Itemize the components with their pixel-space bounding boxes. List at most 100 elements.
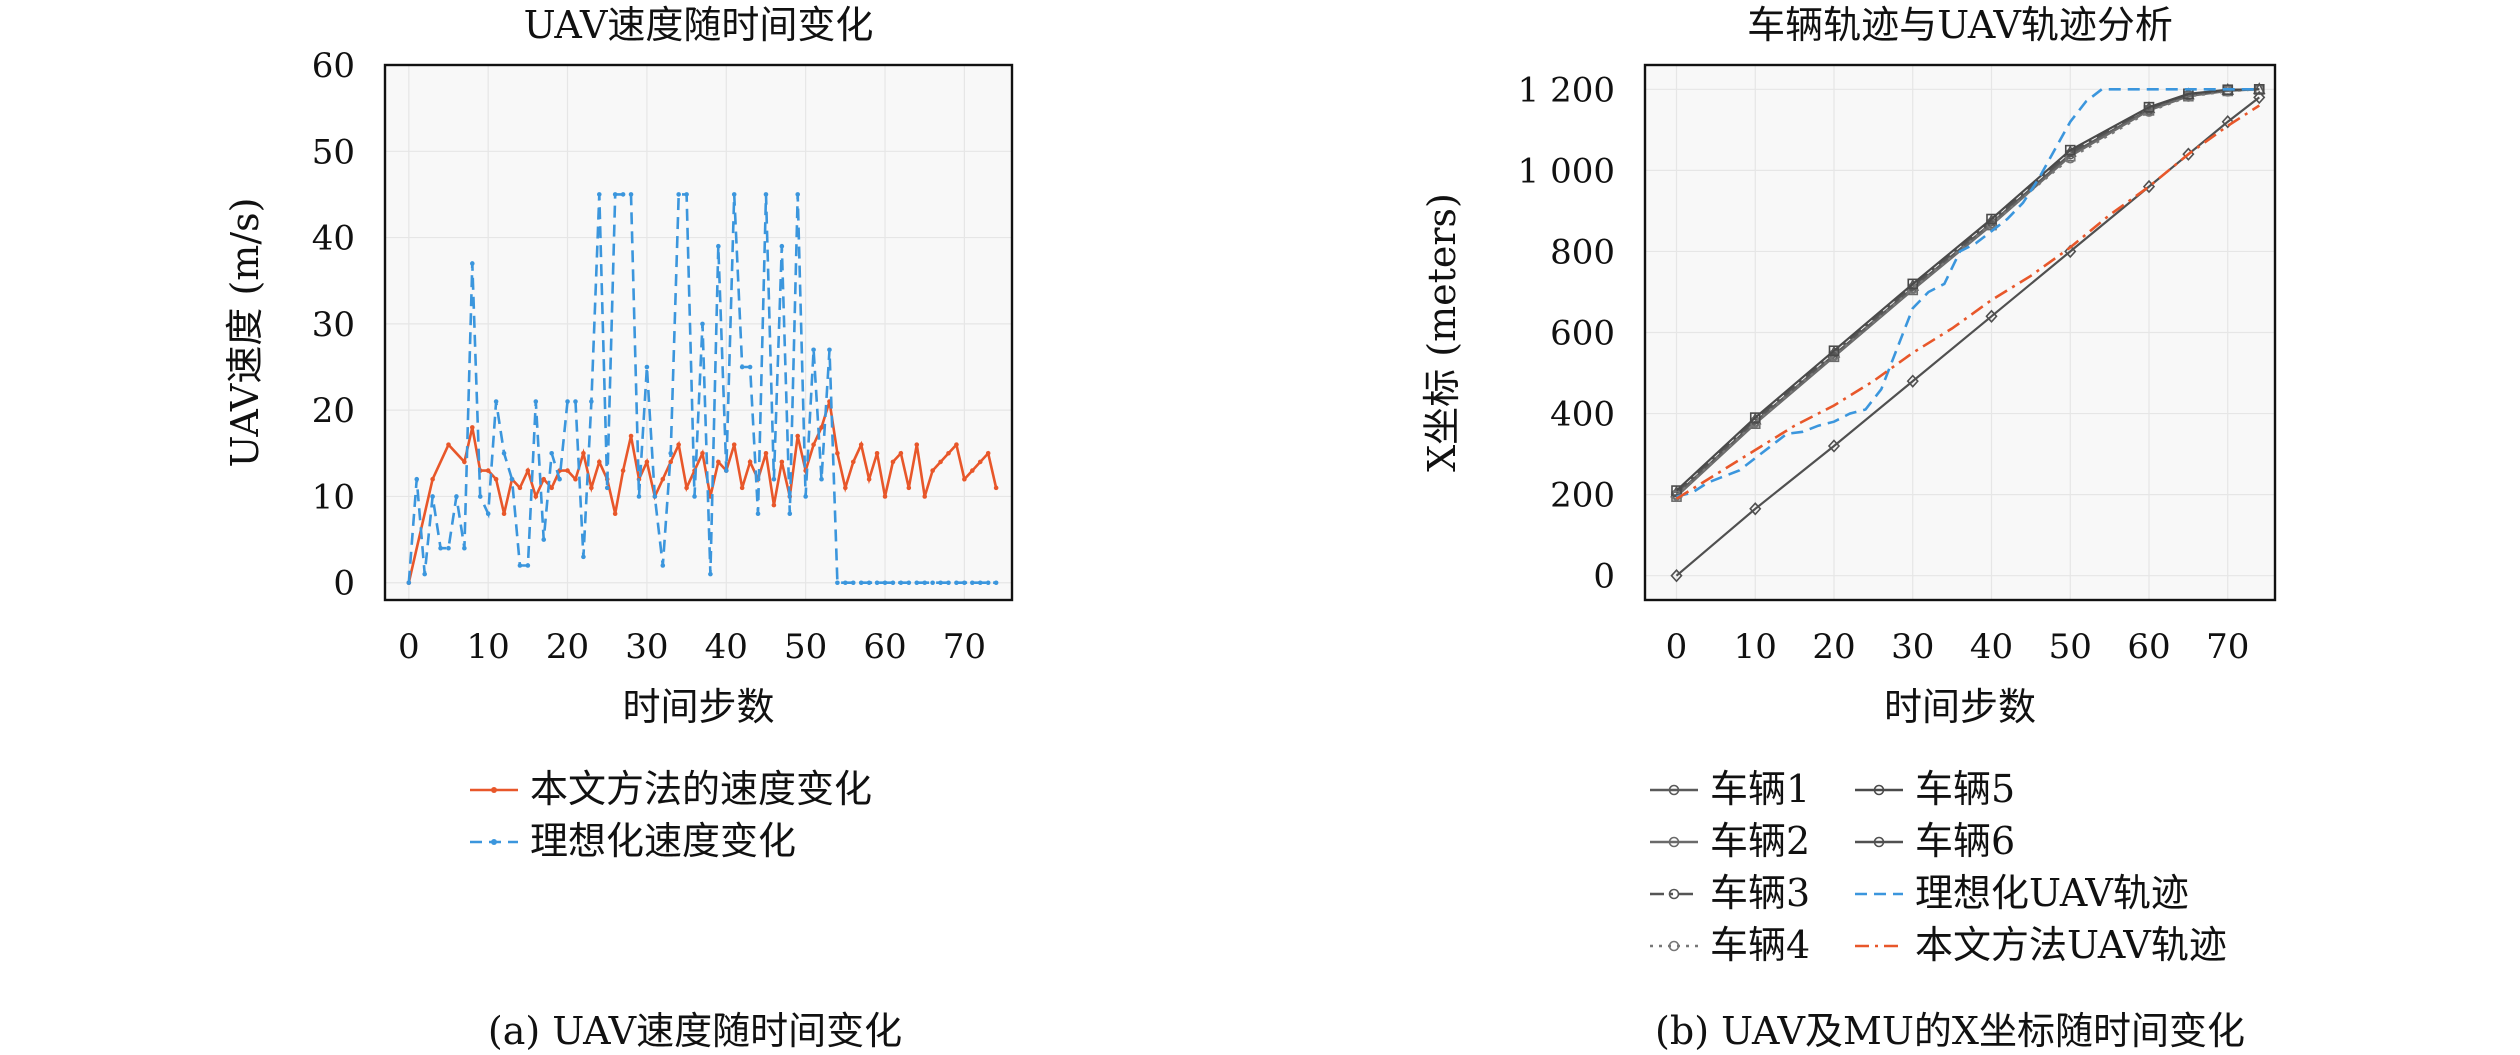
data-point — [716, 243, 721, 249]
legend-label: 车辆6 — [1915, 819, 2015, 863]
legend-marker — [1668, 888, 1680, 900]
x-tick-label: 70 — [943, 627, 986, 667]
data-point — [985, 580, 991, 586]
data-point — [692, 494, 697, 499]
data-point — [2064, 244, 2077, 259]
data-point — [2143, 101, 2155, 113]
chart-a: 0 10 20 30 40 50 60 70 0 10 20 30 40 50 60 UAV速度随时间变化时间… — [223, 3, 1014, 863]
data-point — [747, 364, 753, 370]
data-point — [573, 399, 578, 404]
data-point — [954, 442, 959, 447]
data-point — [811, 347, 816, 353]
data-point — [866, 580, 872, 586]
data-point — [485, 511, 491, 517]
data-point — [517, 563, 523, 568]
data-point — [668, 451, 674, 456]
data-point — [890, 580, 896, 586]
data-point — [946, 580, 951, 586]
data-point — [819, 425, 824, 430]
data-point — [589, 485, 594, 491]
x-tick-label: 0 — [1666, 627, 1688, 667]
series-line-5 — [1675, 88, 2260, 492]
data-point — [549, 485, 554, 491]
legend-label: 本文方法UAV轨迹 — [1915, 923, 2227, 967]
x-tick-label: 20 — [546, 627, 589, 667]
data-point — [628, 433, 634, 439]
x-tick-label: 10 — [467, 627, 510, 667]
data-point — [962, 580, 967, 586]
data-point — [795, 433, 801, 439]
series-line-7 — [1676, 88, 2260, 498]
data-point — [922, 580, 927, 586]
data-point — [835, 580, 840, 586]
data-point — [414, 476, 420, 482]
legend-marker — [1873, 836, 1885, 848]
data-point — [906, 580, 912, 586]
data-point — [874, 451, 880, 456]
y-tick-label: 400 — [1550, 395, 1615, 435]
data-point — [684, 192, 689, 197]
y-tick-label: 200 — [1550, 476, 1615, 516]
data-point — [1671, 485, 1682, 496]
data-point — [422, 571, 427, 577]
data-point — [930, 468, 935, 473]
data-point — [438, 545, 443, 551]
data-point — [739, 364, 745, 370]
data-point — [581, 554, 586, 560]
chart-b: 0 10 20 30 40 50 60 70 0 200 400 600 800 1 000 1 200 车辆… — [1420, 3, 2277, 967]
y-axis-label: UAV速度 (m/s) — [223, 198, 267, 468]
data-point — [596, 192, 602, 197]
data-point — [882, 494, 888, 499]
data-point — [819, 476, 824, 482]
legend-label: 理想化速度变化 — [530, 819, 796, 863]
data-point — [525, 563, 531, 568]
data-point — [874, 580, 880, 586]
data-point — [446, 545, 451, 551]
data-point — [1985, 309, 1998, 323]
data-point — [739, 485, 745, 491]
data-point — [771, 502, 777, 508]
y-tick-label: 600 — [1550, 314, 1615, 354]
x-tick-label: 30 — [625, 627, 668, 667]
data-point — [771, 476, 777, 482]
data-point — [970, 580, 975, 586]
data-point — [676, 442, 681, 447]
data-point — [708, 571, 713, 577]
data-point — [501, 451, 507, 456]
data-point — [1749, 502, 1762, 516]
chart-title: 车辆轨迹与UAV轨迹分析 — [1747, 3, 2173, 47]
data-point — [985, 451, 991, 456]
data-point — [612, 192, 618, 197]
data-point — [755, 511, 761, 517]
y-tick-label: 800 — [1550, 232, 1615, 272]
legend-label: 本文方法的速度变化 — [530, 767, 872, 811]
y-tick-label: 0 — [1593, 557, 1615, 597]
legend-marker — [491, 787, 497, 793]
data-point — [930, 580, 935, 586]
data-point — [406, 580, 412, 586]
data-point — [604, 485, 610, 491]
y-tick-label: 50 — [312, 132, 355, 172]
data-point — [779, 243, 785, 249]
x-tick-label: 40 — [705, 627, 748, 667]
data-point — [723, 468, 729, 473]
legend-label: 车辆5 — [1915, 767, 2015, 811]
data-point — [763, 192, 769, 197]
data-point — [898, 580, 904, 586]
x-tick-label: 50 — [784, 627, 827, 667]
plot-area — [385, 65, 1012, 600]
data-point — [660, 563, 666, 568]
x-tick-label: 60 — [863, 627, 906, 667]
data-point — [533, 399, 539, 404]
data-point — [620, 192, 626, 197]
data-point — [835, 451, 840, 456]
x-tick-label: 30 — [1891, 627, 1934, 667]
data-point — [795, 192, 801, 197]
data-point — [779, 459, 785, 465]
data-point — [541, 476, 547, 482]
x-tick-label: 60 — [2127, 627, 2170, 667]
caption-b: (b) UAV及MU的X坐标随时间变化 — [1655, 1009, 2245, 1053]
x-tick-label: 10 — [1734, 627, 1777, 667]
data-point — [2064, 144, 2076, 156]
series-line-6 — [1675, 96, 2260, 577]
